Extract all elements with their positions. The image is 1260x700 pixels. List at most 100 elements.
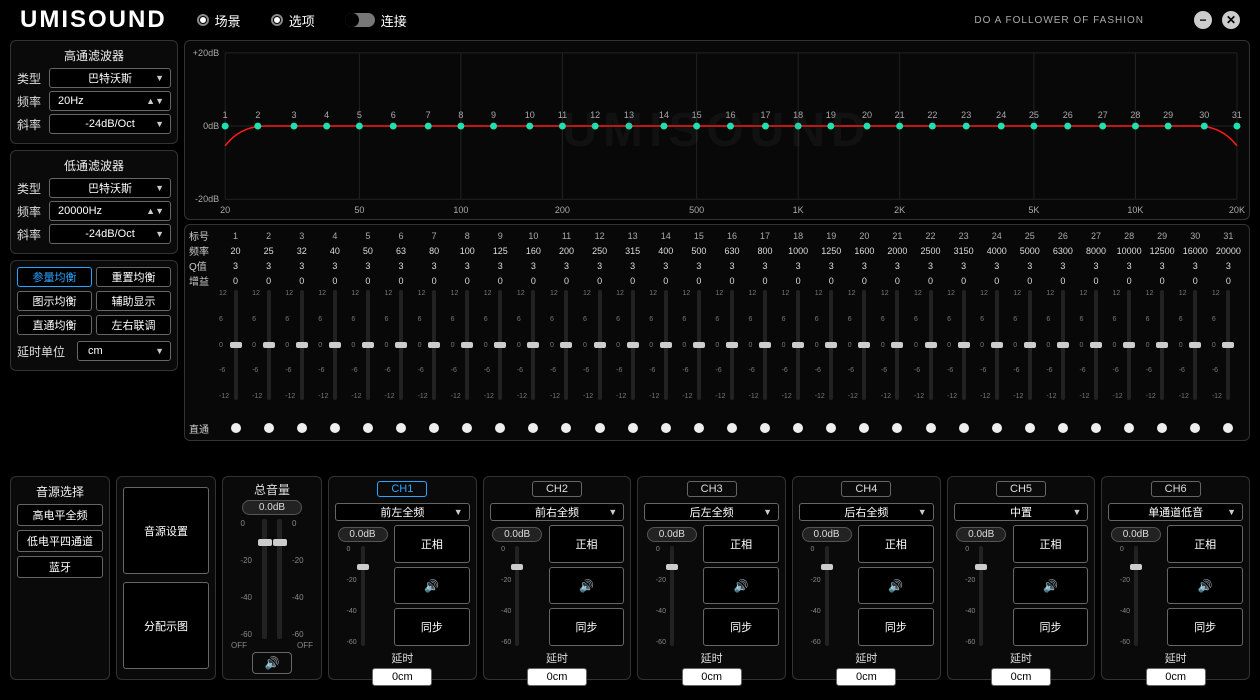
eq-gain-slider[interactable] [862, 290, 866, 400]
routing-map-button[interactable]: 分配示图 [123, 582, 209, 669]
eq-gain-slider[interactable] [730, 290, 734, 400]
q-cell[interactable]: 3 [418, 261, 451, 271]
freq-cell[interactable]: 1000 [782, 246, 815, 256]
q-cell[interactable]: 3 [1013, 261, 1046, 271]
q-cell[interactable]: 3 [1113, 261, 1146, 271]
q-cell[interactable]: 3 [318, 261, 351, 271]
master-slider-right[interactable] [277, 519, 282, 639]
eq-gain-slider[interactable] [564, 290, 568, 400]
phase-button[interactable]: 正相 [1167, 525, 1243, 563]
freq-cell[interactable]: 160 [517, 246, 550, 256]
channel-select-button[interactable]: CH4 [841, 481, 891, 497]
pass-toggle[interactable] [561, 423, 571, 433]
channel-select-button[interactable]: CH6 [1151, 481, 1201, 497]
delay-unit-select[interactable]: cm▼ [77, 341, 171, 361]
freq-cell[interactable]: 50 [351, 246, 384, 256]
freq-cell[interactable]: 630 [715, 246, 748, 256]
sync-button[interactable]: 同步 [549, 608, 625, 646]
options-option[interactable]: 选项 [271, 11, 315, 30]
gain-cell[interactable]: 0 [583, 276, 616, 286]
gain-cell[interactable]: 0 [782, 276, 815, 286]
phase-button[interactable]: 正相 [858, 525, 934, 563]
channel-mute-button[interactable]: 🔊 [1013, 567, 1089, 605]
gain-cell[interactable]: 0 [550, 276, 583, 286]
param-eq-button[interactable]: 参量均衡 [17, 267, 92, 287]
eq-gain-slider[interactable] [962, 290, 966, 400]
gain-cell[interactable]: 0 [1113, 276, 1146, 286]
gain-cell[interactable]: 0 [318, 276, 351, 286]
channel-mute-button[interactable]: 🔊 [858, 567, 934, 605]
eq-gain-slider[interactable] [664, 290, 668, 400]
eq-gain-slider[interactable] [366, 290, 370, 400]
sync-button[interactable]: 同步 [1013, 608, 1089, 646]
freq-cell[interactable]: 5000 [1013, 246, 1046, 256]
eq-gain-slider[interactable] [498, 290, 502, 400]
q-cell[interactable]: 3 [616, 261, 649, 271]
master-mute-button[interactable]: 🔊 [252, 652, 292, 674]
freq-cell[interactable]: 6300 [1046, 246, 1079, 256]
pass-toggle[interactable] [429, 423, 439, 433]
q-cell[interactable]: 3 [848, 261, 881, 271]
eq-gain-slider[interactable] [333, 290, 337, 400]
channel-route-select[interactable]: 后右全频▼ [799, 503, 934, 521]
gain-cell[interactable]: 0 [649, 276, 682, 286]
hpf-type-select[interactable]: 巴特沃斯▼ [49, 68, 171, 88]
gain-cell[interactable]: 0 [881, 276, 914, 286]
q-cell[interactable]: 3 [219, 261, 252, 271]
lpf-type-select[interactable]: 巴特沃斯▼ [49, 178, 171, 198]
eq-graph[interactable]: UMISOUND +20dB0dB-20dB20501002005001K2K5… [184, 40, 1250, 220]
pass-toggle[interactable] [926, 423, 936, 433]
connect-toggle[interactable]: 连接 [345, 11, 407, 30]
freq-cell[interactable]: 200 [550, 246, 583, 256]
freq-cell[interactable]: 20 [219, 246, 252, 256]
eq-gain-slider[interactable] [1094, 290, 1098, 400]
freq-cell[interactable]: 40 [318, 246, 351, 256]
freq-cell[interactable]: 25 [252, 246, 285, 256]
close-button[interactable]: ✕ [1222, 11, 1240, 29]
eq-gain-slider[interactable] [796, 290, 800, 400]
eq-gain-slider[interactable] [399, 290, 403, 400]
q-cell[interactable]: 3 [484, 261, 517, 271]
pass-toggle[interactable] [992, 423, 1002, 433]
channel-select-button[interactable]: CH1 [377, 481, 427, 497]
delay-value-input[interactable]: 0cm [1146, 668, 1206, 686]
channel-route-select[interactable]: 前左全频▼ [335, 503, 470, 521]
scene-option[interactable]: 场景 [197, 11, 241, 30]
q-cell[interactable]: 3 [451, 261, 484, 271]
freq-cell[interactable]: 2000 [881, 246, 914, 256]
channel-gain-slider[interactable] [825, 546, 829, 646]
gain-cell[interactable]: 0 [351, 276, 384, 286]
gain-cell[interactable]: 0 [1013, 276, 1046, 286]
pass-toggle[interactable] [462, 423, 472, 433]
q-cell[interactable]: 3 [815, 261, 848, 271]
pass-toggle[interactable] [892, 423, 902, 433]
channel-route-select[interactable]: 后左全频▼ [644, 503, 779, 521]
hi-level-button[interactable]: 高电平全频 [17, 504, 103, 526]
q-cell[interactable]: 3 [682, 261, 715, 271]
q-cell[interactable]: 3 [715, 261, 748, 271]
delay-value-input[interactable]: 0cm [682, 668, 742, 686]
pass-toggle[interactable] [628, 423, 638, 433]
eq-gain-slider[interactable] [1061, 290, 1065, 400]
phase-button[interactable]: 正相 [703, 525, 779, 563]
freq-cell[interactable]: 10000 [1113, 246, 1146, 256]
freq-cell[interactable]: 500 [682, 246, 715, 256]
freq-cell[interactable]: 12500 [1146, 246, 1179, 256]
lpf-freq-select[interactable]: 20000Hz▲▼ [49, 201, 171, 221]
phase-button[interactable]: 正相 [394, 525, 470, 563]
eq-gain-slider[interactable] [929, 290, 933, 400]
pass-toggle[interactable] [495, 423, 505, 433]
eq-gain-slider[interactable] [267, 290, 271, 400]
gain-cell[interactable]: 0 [384, 276, 417, 286]
graphic-eq-button[interactable]: 图示均衡 [17, 291, 92, 311]
channel-select-button[interactable]: CH3 [687, 481, 737, 497]
aux-display-button[interactable]: 辅助显示 [96, 291, 171, 311]
eq-gain-slider[interactable] [1160, 290, 1164, 400]
pass-toggle[interactable] [595, 423, 605, 433]
eq-gain-slider[interactable] [1226, 290, 1230, 400]
sync-button[interactable]: 同步 [703, 608, 779, 646]
freq-cell[interactable]: 100 [451, 246, 484, 256]
bluetooth-button[interactable]: 蓝牙 [17, 556, 103, 578]
gain-cell[interactable]: 0 [815, 276, 848, 286]
delay-value-input[interactable]: 0cm [991, 668, 1051, 686]
